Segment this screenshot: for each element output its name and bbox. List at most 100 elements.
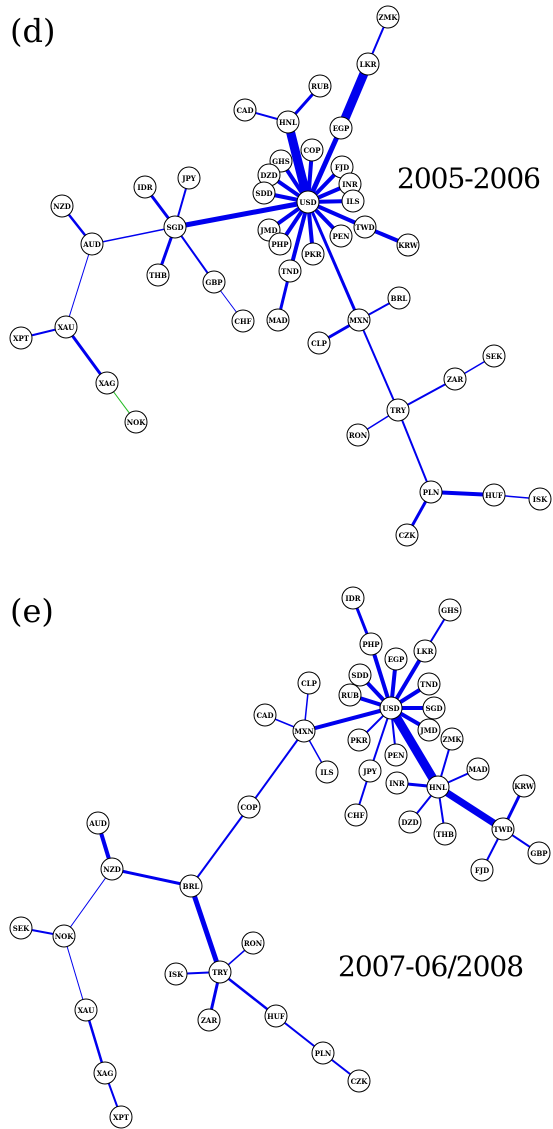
panel-e-network: IDR GHS PHP LKR EGP SDD CLP TND RUB SGD USD CAD MXN J… xyxy=(9,586,551,1129)
node-circle xyxy=(233,98,257,122)
node-circle xyxy=(527,841,551,865)
node-circle xyxy=(266,308,290,332)
node-egp: EGP xyxy=(384,647,408,671)
node-circle xyxy=(344,803,368,827)
node-xau: XAU xyxy=(54,315,78,339)
node-circle xyxy=(443,367,467,391)
node-label: HNL xyxy=(279,118,297,127)
node-nok: NOK xyxy=(124,410,148,434)
node-label: PEN xyxy=(333,232,351,241)
node-sek: SEK xyxy=(9,916,33,940)
node-circle xyxy=(470,858,494,882)
node-label: ZAR xyxy=(201,1016,218,1025)
node-label: XAU xyxy=(58,323,75,332)
edge-sgd-aud xyxy=(91,226,176,245)
node-label: CAD xyxy=(256,711,273,720)
node-circle xyxy=(109,1105,133,1129)
node-circle xyxy=(86,811,110,835)
node-label: JPY xyxy=(362,767,378,776)
node-cop: COP xyxy=(237,795,261,819)
node-label: HUF xyxy=(267,1012,285,1021)
node-nzd: NZD xyxy=(50,194,74,218)
node-tnd: TND xyxy=(417,672,441,696)
node-circle xyxy=(512,774,536,798)
edge-usd-sgd xyxy=(174,199,309,230)
node-label: ZAR xyxy=(447,375,464,384)
node-circle xyxy=(347,308,371,332)
node-hnl: HNL xyxy=(276,110,300,134)
node-php: PHP xyxy=(359,632,383,656)
panel-d-network: ZMK LKR RUB CAD HNL EGP COP GHS DZD FJD INR SDD USD I… xyxy=(9,5,552,547)
node-circle xyxy=(376,5,400,29)
node-isk: ISK xyxy=(164,962,188,986)
node-mxn: MXN xyxy=(292,719,316,743)
edge-nzd-nok xyxy=(63,868,113,937)
node-ron: RON xyxy=(346,423,370,447)
node-huf: HUF xyxy=(264,1004,288,1028)
node-label: CZK xyxy=(399,531,417,540)
node-label: XAU xyxy=(78,1006,95,1015)
node-lkr: LKR xyxy=(413,639,437,663)
node-label: DZD xyxy=(401,818,418,827)
node-nzd: NZD xyxy=(100,857,124,881)
node-circle xyxy=(347,728,371,752)
node-label: LKR xyxy=(417,647,434,656)
node-label: ZMK xyxy=(379,13,399,22)
node-circle xyxy=(387,286,411,310)
node-rub: RUB xyxy=(338,683,362,707)
node-label: SDD xyxy=(351,671,368,680)
panel-e-period-label: 2007-06/2008 xyxy=(338,950,523,983)
panel-d-tag: (d) xyxy=(10,12,55,50)
node-label: XPT xyxy=(113,1113,130,1122)
node-clp: CLP xyxy=(307,331,331,355)
edge-usd-hnl xyxy=(283,120,313,204)
node-czk: CZK xyxy=(395,523,419,547)
node-label: SDD xyxy=(255,189,272,198)
node-circle xyxy=(396,233,420,257)
node-circle xyxy=(124,410,148,434)
node-circle xyxy=(297,671,321,695)
node-label: TWD xyxy=(493,825,512,834)
node-circle xyxy=(231,309,255,333)
node-xau: XAU xyxy=(74,998,98,1022)
node-circle xyxy=(346,423,370,447)
node-label: ZMK xyxy=(443,735,463,744)
node-label: EGP xyxy=(333,124,350,133)
edge-usd-mxn xyxy=(306,201,361,321)
node-twd: TWD xyxy=(491,817,515,841)
node-zar: ZAR xyxy=(443,367,467,391)
node-gbp: GBP xyxy=(527,841,551,865)
node-pen: PEN xyxy=(384,743,408,767)
node-label: GHS xyxy=(272,157,290,166)
edge-aud-xau xyxy=(65,243,93,328)
node-circle xyxy=(433,822,457,846)
node-circle xyxy=(133,175,157,199)
node-circle xyxy=(417,672,441,696)
node-try: TRY xyxy=(386,398,410,422)
node-zmk: ZMK xyxy=(440,727,464,751)
node-label: TRY xyxy=(390,406,407,415)
node-label: CHF xyxy=(234,317,251,326)
node-label: HNL xyxy=(429,783,447,792)
node-label: COP xyxy=(241,803,259,812)
node-zmk: ZMK xyxy=(376,5,400,29)
node-circle xyxy=(54,315,78,339)
node-label: NOK xyxy=(55,932,74,941)
node-brl: BRL xyxy=(179,874,203,898)
node-label: JMD xyxy=(259,226,277,235)
node-circle xyxy=(197,1008,221,1032)
node-circle xyxy=(179,874,203,898)
edge-hnl-twd xyxy=(436,784,505,832)
node-circle xyxy=(50,194,74,218)
node-xag: XAG xyxy=(95,371,119,395)
edge-brl-try xyxy=(188,885,223,973)
node-label: MAD xyxy=(468,765,487,774)
node-circle xyxy=(95,371,119,395)
node-circle xyxy=(307,331,331,355)
edge-usd-egp xyxy=(305,126,344,204)
node-mad: MAD xyxy=(466,757,490,781)
node-label: CZK xyxy=(351,1077,369,1086)
edge-usd-hnl xyxy=(387,705,442,790)
node-label: LKR xyxy=(360,60,377,69)
